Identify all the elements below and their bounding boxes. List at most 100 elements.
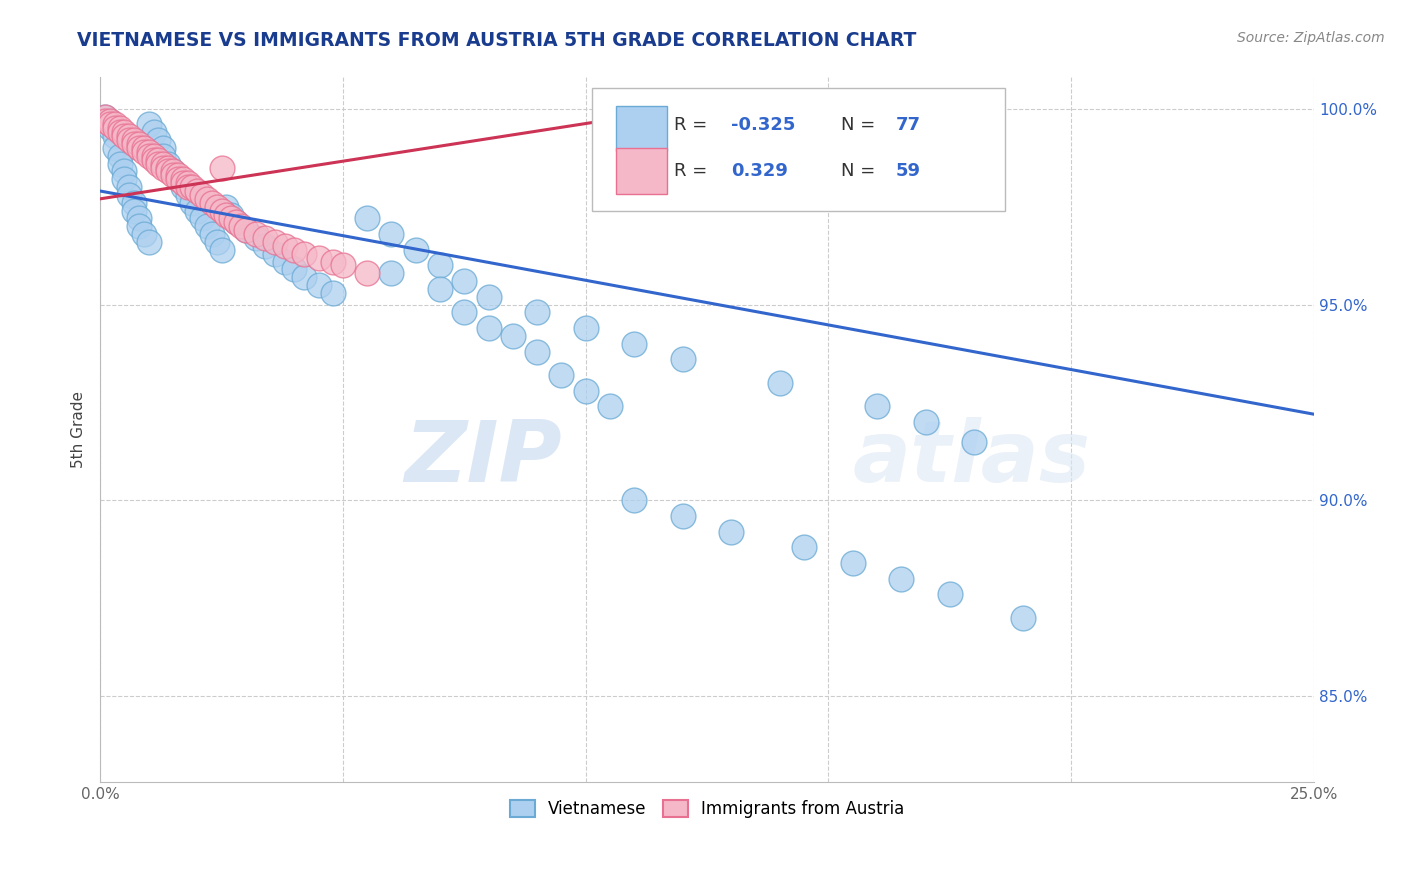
Text: VIETNAMESE VS IMMIGRANTS FROM AUSTRIA 5TH GRADE CORRELATION CHART: VIETNAMESE VS IMMIGRANTS FROM AUSTRIA 5T… — [77, 31, 917, 50]
Point — [138, 145, 160, 159]
Point — [132, 145, 155, 159]
Text: atlas: atlas — [853, 417, 1091, 500]
Point — [118, 129, 141, 144]
Point — [575, 384, 598, 398]
Point — [138, 118, 160, 132]
Point — [112, 129, 135, 144]
Point — [264, 235, 287, 249]
Point — [94, 110, 117, 124]
Point — [162, 169, 184, 183]
Point — [112, 164, 135, 178]
Point — [172, 176, 194, 190]
Point — [157, 161, 180, 175]
Point — [356, 266, 378, 280]
Point — [142, 149, 165, 163]
Point — [623, 493, 645, 508]
Point — [283, 262, 305, 277]
Point — [405, 243, 427, 257]
Point — [122, 195, 145, 210]
Point — [890, 572, 912, 586]
Point — [225, 215, 247, 229]
Text: R =: R = — [675, 116, 713, 134]
Text: ZIP: ZIP — [404, 417, 561, 500]
Point — [172, 172, 194, 186]
Point — [148, 156, 170, 170]
Point — [254, 239, 277, 253]
Point — [332, 259, 354, 273]
Point — [128, 136, 150, 151]
Point — [152, 141, 174, 155]
Point — [176, 188, 198, 202]
Point — [720, 524, 742, 539]
Point — [235, 223, 257, 237]
Point — [205, 200, 228, 214]
Point — [176, 180, 198, 194]
Point — [108, 125, 131, 139]
Point — [172, 180, 194, 194]
Text: 77: 77 — [896, 116, 921, 134]
Text: N =: N = — [841, 162, 880, 180]
Point — [245, 231, 267, 245]
Point — [142, 125, 165, 139]
Point — [229, 219, 252, 234]
Text: N =: N = — [841, 116, 880, 134]
Point — [162, 164, 184, 178]
Point — [380, 266, 402, 280]
Point — [599, 400, 621, 414]
Point — [793, 541, 815, 555]
Point — [273, 239, 295, 253]
Point — [128, 211, 150, 226]
Point — [186, 203, 208, 218]
Point — [108, 156, 131, 170]
Point — [128, 141, 150, 155]
Point — [148, 153, 170, 167]
Point — [162, 164, 184, 178]
Point — [292, 246, 315, 260]
Point — [356, 211, 378, 226]
Point — [623, 336, 645, 351]
Point — [138, 235, 160, 249]
Point — [308, 251, 330, 265]
Point — [181, 180, 204, 194]
Point — [132, 227, 155, 241]
Point — [963, 434, 986, 449]
Point — [191, 188, 214, 202]
Point — [152, 161, 174, 175]
Point — [112, 172, 135, 186]
Point — [181, 195, 204, 210]
Point — [148, 133, 170, 147]
FancyBboxPatch shape — [616, 148, 666, 194]
Point — [98, 113, 121, 128]
Point — [157, 164, 180, 178]
Point — [98, 121, 121, 136]
Point — [122, 203, 145, 218]
Point — [245, 227, 267, 241]
Point — [292, 270, 315, 285]
Point — [235, 223, 257, 237]
Point — [308, 278, 330, 293]
Point — [201, 227, 224, 241]
Text: 0.329: 0.329 — [731, 162, 789, 180]
Point — [211, 203, 233, 218]
Legend: Vietnamese, Immigrants from Austria: Vietnamese, Immigrants from Austria — [503, 793, 911, 825]
Point — [104, 141, 127, 155]
Point — [186, 184, 208, 198]
Point — [108, 149, 131, 163]
Point — [118, 133, 141, 147]
Point — [118, 188, 141, 202]
Point — [118, 180, 141, 194]
Point — [526, 305, 548, 319]
Text: R =: R = — [675, 162, 713, 180]
Point — [575, 321, 598, 335]
Point — [283, 243, 305, 257]
Point — [112, 125, 135, 139]
Point — [142, 153, 165, 167]
Point — [98, 113, 121, 128]
Text: Source: ZipAtlas.com: Source: ZipAtlas.com — [1237, 31, 1385, 45]
Point — [769, 376, 792, 390]
Point — [122, 133, 145, 147]
Point — [191, 211, 214, 226]
FancyBboxPatch shape — [616, 105, 666, 152]
Point — [128, 219, 150, 234]
Point — [939, 587, 962, 601]
